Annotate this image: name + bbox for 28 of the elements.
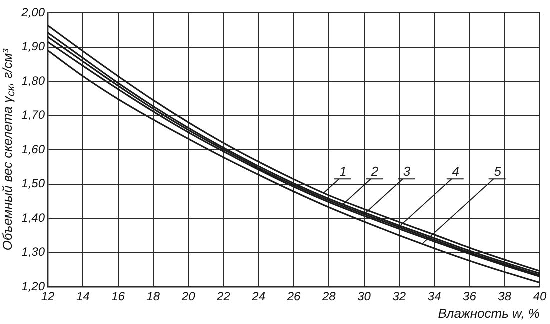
x-tick-label: 22 (216, 290, 231, 304)
x-axis-title: Влажность w, % (438, 306, 540, 321)
annotation: 1 (340, 164, 347, 180)
x-tick-label: 40 (533, 290, 547, 304)
x-tick-label: 24 (251, 290, 266, 304)
x-tick-label: 32 (392, 290, 406, 304)
y-tick-label: 1,60 (22, 142, 46, 156)
x-tick-label: 20 (180, 290, 196, 304)
x-tick-label: 16 (112, 290, 126, 304)
x-tick-label: 38 (498, 290, 512, 304)
x-tick-label: 30 (358, 290, 372, 304)
y-tick-label: 1,70 (22, 108, 46, 122)
x-tick-label: 28 (321, 290, 336, 304)
annotation: 4 (452, 164, 460, 180)
y-tick-label: 1,50 (22, 176, 46, 191)
y-tick-label: 1,80 (22, 74, 46, 88)
x-tick-label: 34 (428, 290, 442, 304)
annotation: 3 (403, 164, 412, 180)
annotation: 5 (494, 164, 502, 180)
x-tick-label: 36 (463, 290, 477, 304)
y-tick-label: 1,30 (22, 245, 46, 260)
x-tick-label: 14 (76, 290, 90, 304)
y-tick-label: 1,90 (22, 40, 46, 54)
y-tick-label: 2,00 (20, 5, 46, 20)
annotation: 2 (370, 164, 380, 180)
x-tick-label: 18 (146, 290, 160, 304)
x-tick-label: 26 (286, 290, 301, 304)
y-tick-label: 1,40 (22, 210, 46, 225)
